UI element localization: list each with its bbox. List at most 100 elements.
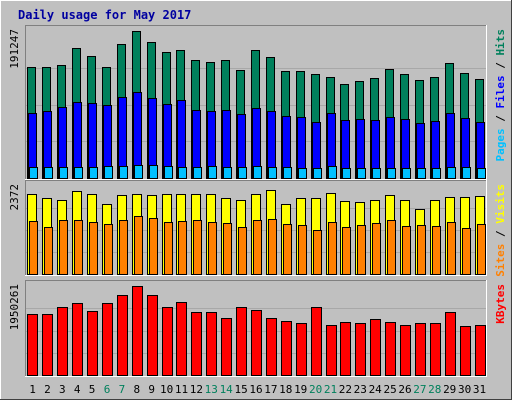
legend-sites: Sites [494,244,507,277]
y-max-label: 191247 [8,29,21,69]
bar-sites-day-21 [328,222,337,275]
bar-kbytes-day-28 [430,323,441,376]
bar-kbytes-day-21 [326,325,337,376]
bar-sites-day-29 [447,222,456,275]
bar-pages-day-30 [462,167,471,179]
x-tick-label-day-24: 24 [369,383,383,396]
legend-separator: / [494,115,507,129]
bar-kbytes-day-19 [296,323,307,376]
bar-pages-day-8 [134,165,143,179]
legend-separator: / [494,62,507,76]
x-tick-label-day-6: 6 [104,383,111,396]
bar-pages-day-25 [387,168,396,179]
bar-pages-day-4 [74,167,83,179]
panel-kbytes: 1950261 KBytes [8,280,507,377]
x-tick-label-day-3: 3 [59,383,66,396]
bar-pages-day-11 [178,167,187,179]
bar-kbytes-day-29 [445,312,456,376]
bar-sites-day-12 [193,220,202,275]
x-tick-label-day-26: 26 [398,383,411,396]
legend-hits_files_pages: Pages / Files / Hits [494,29,507,162]
bar-sites-day-14 [223,223,232,275]
bar-kbytes-day-30 [460,326,471,376]
legend-kbytes: KBytes [494,284,507,324]
x-tick-label-day-15: 15 [234,383,247,396]
panel-visits_sites: 2372 Sites / Visits [8,180,507,277]
x-axis-labels: 1 2 3 4 5 6 7 8 9 10 11 12 13 14 15 16 17 18 19 20 21 22 23 24 2… [29,383,486,396]
bar-sites-day-16 [253,220,262,275]
x-tick-label-day-14: 14 [220,383,234,396]
x-tick-label-day-17: 17 [264,383,277,396]
bar-sites-day-18 [283,224,292,275]
x-tick-label-day-19: 19 [294,383,307,396]
bar-pages-day-17 [268,167,277,179]
bar-sites-day-3 [59,220,68,275]
bar-kbytes-day-12 [191,312,202,376]
bar-kbytes-day-10 [162,307,173,376]
bar-pages-day-22 [342,168,351,179]
x-tick-label-day-22: 22 [339,383,352,396]
bar-kbytes-day-25 [385,322,396,376]
bar-pages-day-10 [164,166,173,179]
bar-pages-day-12 [193,167,202,179]
bar-pages-day-2 [44,167,53,179]
x-tick-label-day-21: 21 [324,383,337,396]
bar-pages-day-15 [238,167,247,179]
x-tick-label-day-20: 20 [309,383,322,396]
x-tick-label-day-9: 9 [148,383,155,396]
legend-pages: Pages [494,128,507,161]
bar-kbytes-day-11 [176,302,187,376]
bar-pages-day-1 [29,167,38,179]
bar-sites-day-13 [208,222,217,275]
x-tick-label-day-18: 18 [279,383,292,396]
x-tick-label-day-13: 13 [205,383,218,396]
bar-kbytes-day-20 [311,307,322,376]
bar-pages-day-26 [402,168,411,179]
x-tick-label-day-31: 31 [473,383,486,396]
y-max-label: 2372 [8,184,21,211]
bar-sites-day-11 [178,221,187,275]
bar-kbytes-day-31 [475,325,486,376]
bar-pages-day-6 [104,166,113,179]
bar-kbytes-day-7 [117,295,128,376]
bar-sites-day-1 [29,221,38,275]
bar-pages-day-13 [208,166,217,179]
bar-kbytes-day-27 [415,323,426,376]
bar-kbytes-day-18 [281,321,292,376]
bar-kbytes-day-5 [87,311,98,376]
x-tick-label-day-7: 7 [119,383,126,396]
bar-kbytes-day-13 [206,312,217,376]
bar-sites-day-22 [342,227,351,275]
bar-sites-day-17 [268,219,277,275]
bar-kbytes-day-1 [27,314,38,376]
x-tick-label-day-8: 8 [133,383,140,396]
bar-sites-day-10 [164,222,173,275]
bar-kbytes-day-15 [236,307,247,376]
bar-sites-day-26 [402,226,411,275]
x-tick-label-day-25: 25 [383,383,396,396]
legend-visits_sites: Sites / Visits [494,184,507,277]
bar-sites-day-7 [119,220,128,275]
bar-sites-day-2 [44,227,53,275]
bar-sites-day-30 [462,228,471,275]
bar-kbytes-day-24 [370,319,381,376]
bar-kbytes-day-9 [147,295,158,376]
bar-sites-day-6 [104,224,113,275]
bar-kbytes-day-23 [355,323,366,376]
bar-pages-day-7 [119,166,128,179]
bar-sites-day-4 [74,220,83,275]
bar-pages-day-16 [253,166,262,179]
x-tick-label-day-27: 27 [413,383,426,396]
x-tick-label-day-30: 30 [458,383,471,396]
bar-sites-day-23 [357,225,366,275]
legend-hits: Hits [494,29,507,62]
bar-kbytes-day-6 [102,303,113,376]
x-tick-label-day-23: 23 [354,383,367,396]
bar-sites-day-28 [432,226,441,275]
x-tick-label-day-16: 16 [249,383,262,396]
bar-kbytes-day-22 [340,322,351,376]
bar-kbytes-day-16 [251,310,262,376]
x-tick-label-day-11: 11 [175,383,188,396]
